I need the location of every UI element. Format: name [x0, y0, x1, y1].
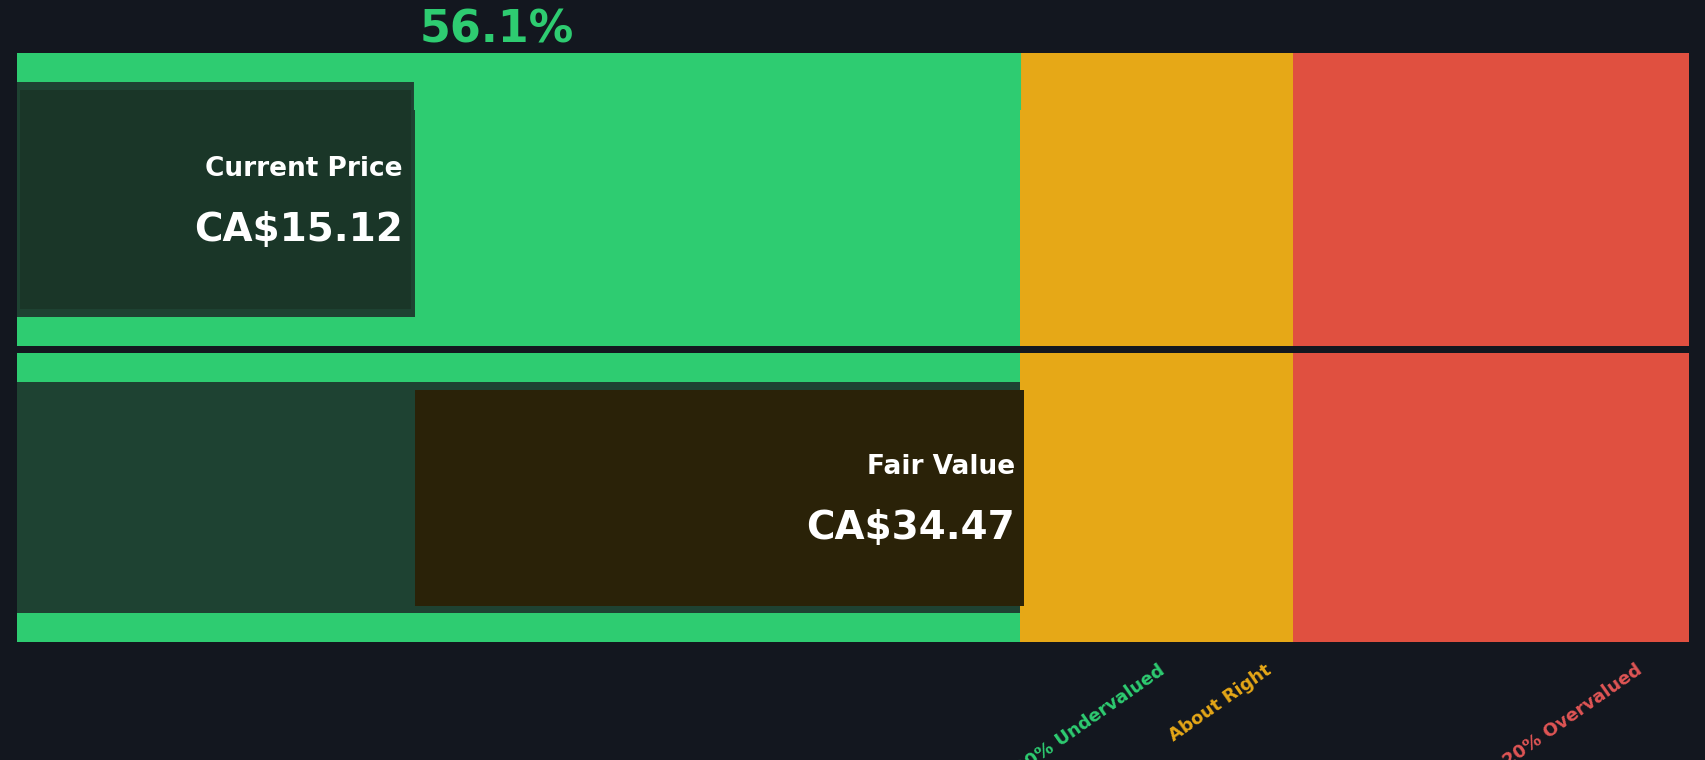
Bar [1020, 353, 1292, 642]
Bar [1292, 53, 1688, 346]
Bar [1020, 53, 1292, 346]
Text: CA$34.47: CA$34.47 [806, 509, 1014, 547]
Text: CA$15.12: CA$15.12 [194, 211, 402, 249]
Bar [17, 53, 1020, 346]
Bar [17, 382, 1020, 613]
Text: 20% Overvalued: 20% Overvalued [1499, 661, 1644, 760]
Bar [414, 390, 1023, 606]
Text: Current Price: Current Price [205, 156, 402, 182]
Bar [17, 82, 414, 317]
Bar [1292, 353, 1688, 642]
Text: 56.1%: 56.1% [419, 9, 573, 52]
Bar [20, 90, 411, 309]
Text: Undervalued: Undervalued [419, 68, 588, 92]
Text: Fair Value: Fair Value [866, 454, 1014, 480]
Text: About Right: About Right [1165, 661, 1274, 745]
Bar [17, 353, 1020, 642]
Text: 20% Undervalued: 20% Undervalued [1011, 661, 1168, 760]
